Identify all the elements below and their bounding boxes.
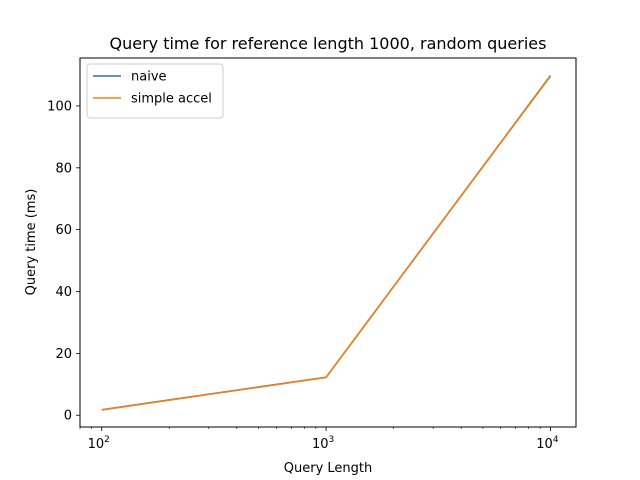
y-tick-label: 80 — [55, 161, 72, 176]
plot-area-frame — [79, 57, 577, 428]
legend-label-0: naive — [131, 70, 167, 85]
y-axis-label: Query time (ms) — [24, 189, 39, 296]
series-line-1 — [101, 75, 552, 411]
x-axis-label: Query Length — [284, 461, 372, 476]
y-tick-label: 20 — [55, 347, 72, 362]
plot-lines — [101, 75, 552, 411]
y-tick-label: 60 — [55, 223, 72, 238]
x-tick-label: 104 — [536, 435, 559, 452]
y-tick-label: 0 — [64, 409, 72, 424]
x-tick-label: 103 — [312, 435, 334, 452]
x-axis-ticks: 102 103 104 — [79, 427, 559, 452]
y-tick-label: 40 — [55, 285, 72, 300]
x-tick-label: 102 — [88, 435, 110, 452]
y-axis-ticks: 0 20 40 60 80 100 — [47, 99, 80, 424]
series-line-0 — [101, 75, 552, 411]
legend-label-1: simple accel — [131, 92, 212, 107]
y-tick-label: 100 — [47, 99, 72, 114]
chart-title: Query time for reference length 1000, ra… — [110, 34, 547, 53]
legend: naive simple accel — [86, 63, 224, 119]
legend-box — [86, 63, 224, 119]
